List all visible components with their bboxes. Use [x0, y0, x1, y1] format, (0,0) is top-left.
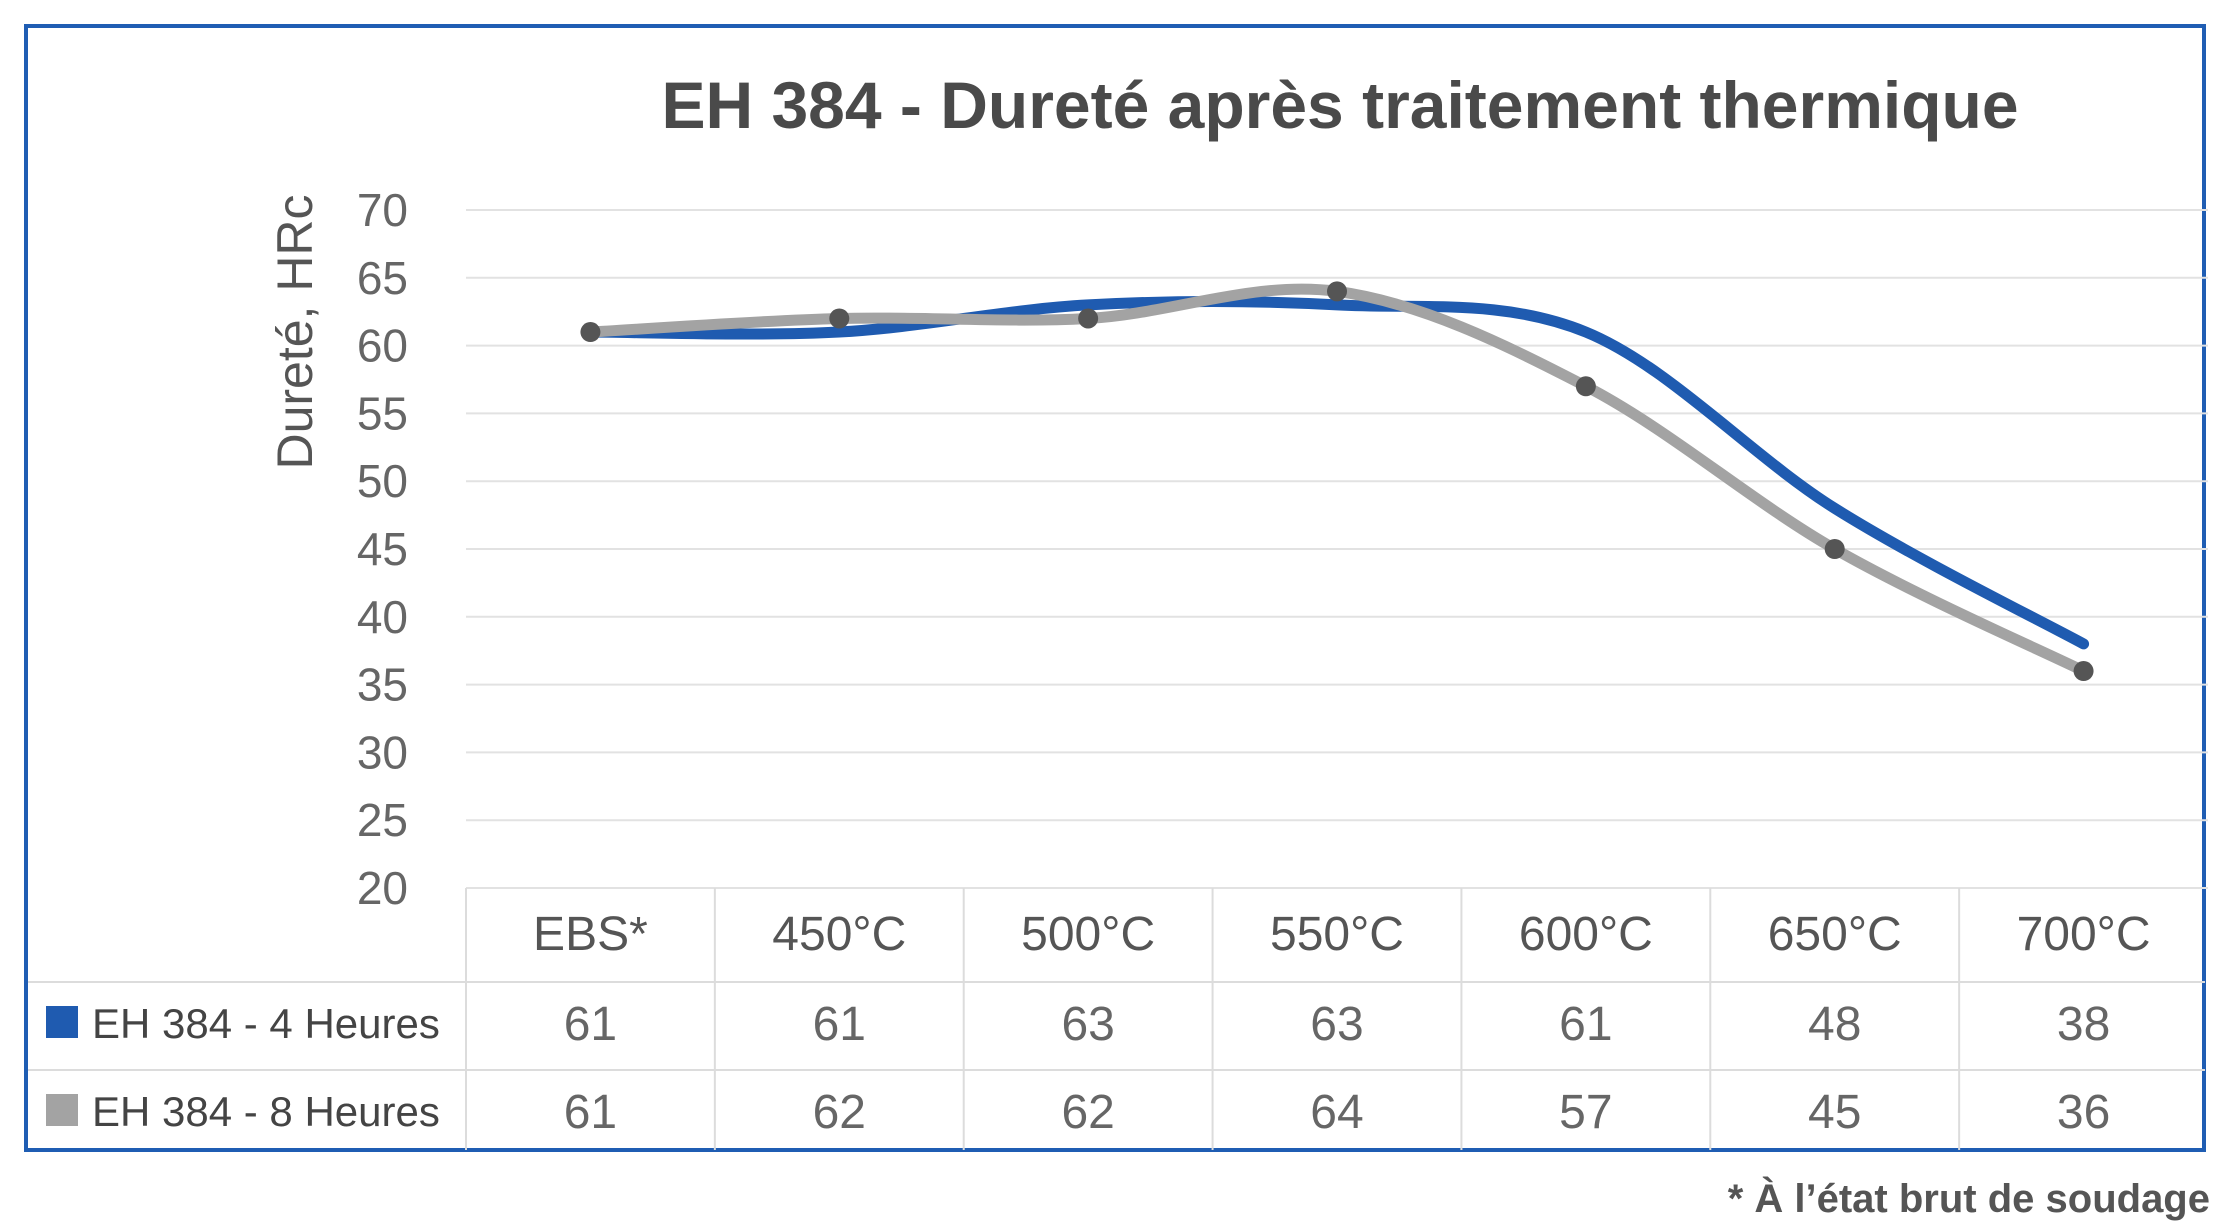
data-point — [829, 308, 850, 329]
data-point — [2073, 661, 2094, 682]
series-markers — [580, 281, 2094, 682]
category-label: 500°C — [1021, 908, 1155, 961]
table-cell: 62 — [1061, 1086, 1114, 1139]
table-cell: 63 — [1061, 998, 1114, 1051]
y-tick-label: 65 — [357, 252, 408, 304]
table-cell: 45 — [1808, 1086, 1861, 1139]
table-cell: 63 — [1310, 998, 1363, 1051]
category-label: 700°C — [2017, 908, 2151, 961]
legend-label: EH 384 - 8 Heures — [92, 1088, 440, 1135]
category-label: 550°C — [1270, 908, 1404, 961]
legend-swatch — [46, 1006, 78, 1038]
legend-swatch — [46, 1094, 78, 1126]
table-cell: 64 — [1310, 1086, 1363, 1139]
y-tick-label: 50 — [357, 455, 408, 507]
table-cell: 61 — [1559, 998, 1612, 1051]
table-cell: 61 — [564, 1086, 617, 1139]
category-label: 450°C — [772, 908, 906, 961]
table-cell: 57 — [1559, 1086, 1612, 1139]
table-cell: 62 — [813, 1086, 866, 1139]
y-tick-label: 25 — [357, 794, 408, 846]
y-tick-label: 55 — [357, 387, 408, 439]
y-tick-label: 70 — [357, 184, 408, 236]
table-cell: 48 — [1808, 998, 1861, 1051]
table-cell: 36 — [2057, 1086, 2110, 1139]
data-point — [580, 322, 601, 343]
grid-lines — [466, 209, 2208, 889]
y-tick-label: 35 — [357, 659, 408, 711]
data-point — [1078, 308, 1099, 329]
table-cell: 38 — [2057, 998, 2110, 1051]
y-tick-label: 60 — [357, 320, 408, 372]
data-table: EBS* 450°C 500°C 550°C 600°C 650°C 700°C EH 384… — [28, 888, 2205, 1150]
data-point — [1327, 281, 1347, 302]
category-label: 600°C — [1519, 908, 1653, 961]
y-tick-label: 30 — [357, 726, 408, 778]
data-point — [1575, 376, 1596, 397]
y-axis-ticks: 20 25 30 35 40 45 50 55 60 65 70 — [357, 184, 408, 914]
y-tick-label: 45 — [357, 523, 408, 575]
category-label: 650°C — [1768, 908, 1902, 961]
table-cell: 61 — [564, 998, 617, 1051]
legend-label: EH 384 - 4 Heures — [92, 1000, 440, 1047]
table-cell: 61 — [813, 998, 866, 1051]
data-point — [1824, 539, 1845, 559]
series-line-1 — [584, 296, 2090, 650]
category-label: EBS* — [533, 908, 648, 961]
footnote: * À l’état brut de soudage — [1728, 1176, 2210, 1221]
y-tick-label: 20 — [357, 862, 408, 914]
chart-frame — [24, 24, 2206, 1152]
y-tick-label: 40 — [357, 591, 408, 643]
chart-title: EH 384 - Dureté après traitement thermiq… — [661, 68, 2018, 142]
y-axis-label: Dureté, HRc — [267, 194, 323, 469]
